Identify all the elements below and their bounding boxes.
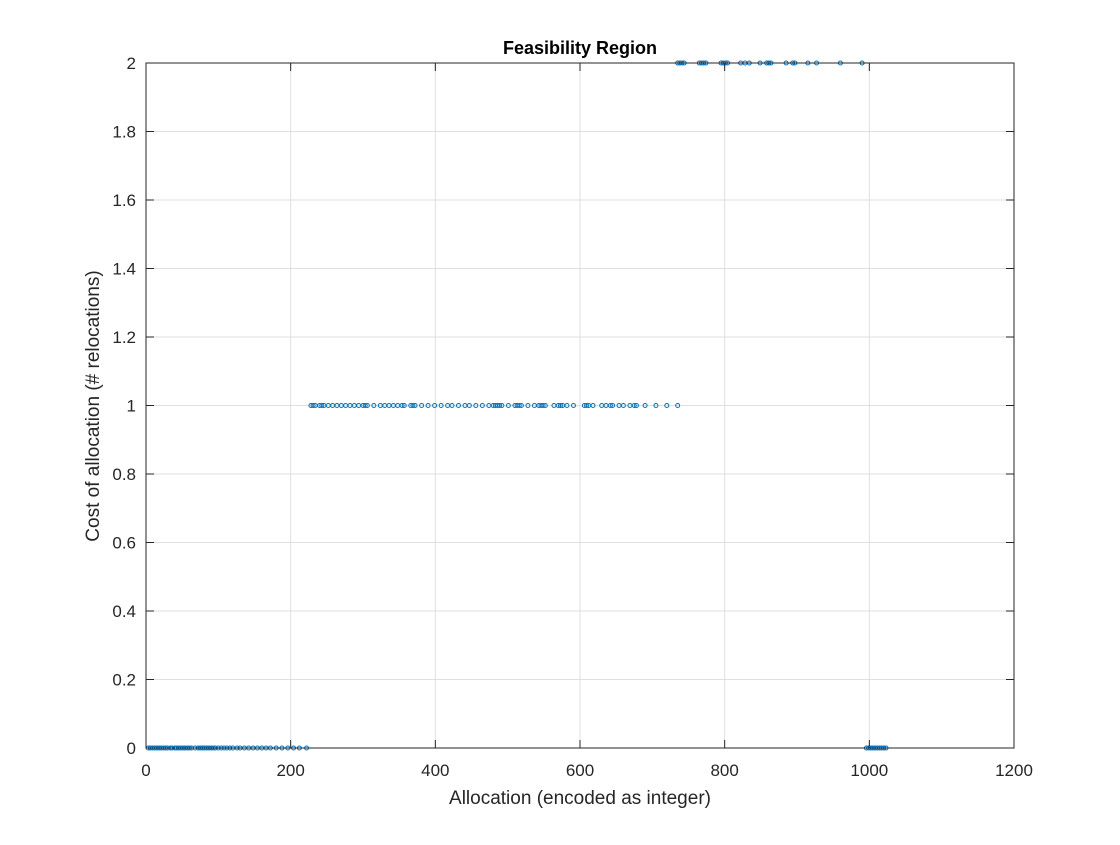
x-axis-label: Allocation (encoded as integer) <box>449 788 711 809</box>
data-point <box>438 403 444 408</box>
plot-box <box>145 62 1015 749</box>
y-tick-label: 1.6 <box>112 191 136 210</box>
data-point <box>525 403 531 408</box>
y-tick-label: 0.4 <box>112 602 136 621</box>
data-point <box>664 403 670 408</box>
data-point <box>633 403 639 408</box>
data-point <box>455 403 461 408</box>
data-point <box>362 403 368 408</box>
data-point <box>399 403 405 408</box>
data-point <box>479 403 485 408</box>
x-tick-label: 1000 <box>850 761 888 780</box>
x-tick-label: 200 <box>276 761 304 780</box>
data-point <box>466 403 472 408</box>
y-tick-labels: 0 0.2 0.4 0.6 0.8 1 1.2 1.4 1.6 1.8 2 <box>112 54 136 758</box>
data-point <box>675 403 681 408</box>
chart-title: Feasibility Region <box>503 38 657 58</box>
x-tick-label: 0 <box>141 761 150 780</box>
data-point <box>432 403 438 408</box>
data-point <box>564 403 570 408</box>
data-point <box>518 403 524 408</box>
y-tick-label: 2 <box>127 54 136 73</box>
data-point <box>499 403 505 408</box>
x-tick-labels: 0 200 400 600 800 1000 1200 <box>141 761 1033 780</box>
data-point <box>401 403 407 408</box>
y-tick-label: 0.2 <box>112 671 136 690</box>
data-point <box>319 403 325 408</box>
data-point <box>449 403 455 408</box>
x-tick-label: 600 <box>566 761 594 780</box>
data-point <box>653 403 659 408</box>
data-point <box>620 403 626 408</box>
data-point <box>516 403 522 408</box>
data-point <box>584 403 590 408</box>
y-tick-label: 0 <box>127 739 136 758</box>
data-point <box>410 403 416 408</box>
axes <box>145 62 1015 749</box>
y-tick-label: 0.6 <box>112 534 136 553</box>
y-tick-label: 0.8 <box>112 465 136 484</box>
data-point <box>497 403 503 408</box>
y-axis-label: Cost of allocation (# relocations) <box>83 270 104 541</box>
data-point <box>557 403 563 408</box>
y-tick-label: 1.8 <box>112 123 136 142</box>
y-tick-label: 1.2 <box>112 328 136 347</box>
data-point <box>570 403 576 408</box>
data-point <box>631 403 637 408</box>
data-point <box>425 403 431 408</box>
y-tick-label: 1.4 <box>112 260 136 279</box>
data-point <box>473 403 479 408</box>
data-point <box>610 403 616 408</box>
x-tick-label: 400 <box>421 761 449 780</box>
y-tick-label: 1 <box>127 397 136 416</box>
data-point <box>642 403 648 408</box>
data-point <box>364 403 370 408</box>
data-point <box>505 403 511 408</box>
data-point <box>607 403 613 408</box>
data-point <box>371 403 377 408</box>
data-points <box>145 60 889 751</box>
x-tick-label: 1200 <box>995 761 1033 780</box>
x-tick-label: 800 <box>710 761 738 780</box>
data-point <box>540 403 546 408</box>
data-point <box>412 403 418 408</box>
data-point <box>419 403 425 408</box>
data-point <box>310 403 316 408</box>
data-point <box>590 403 596 408</box>
data-point <box>542 403 548 408</box>
